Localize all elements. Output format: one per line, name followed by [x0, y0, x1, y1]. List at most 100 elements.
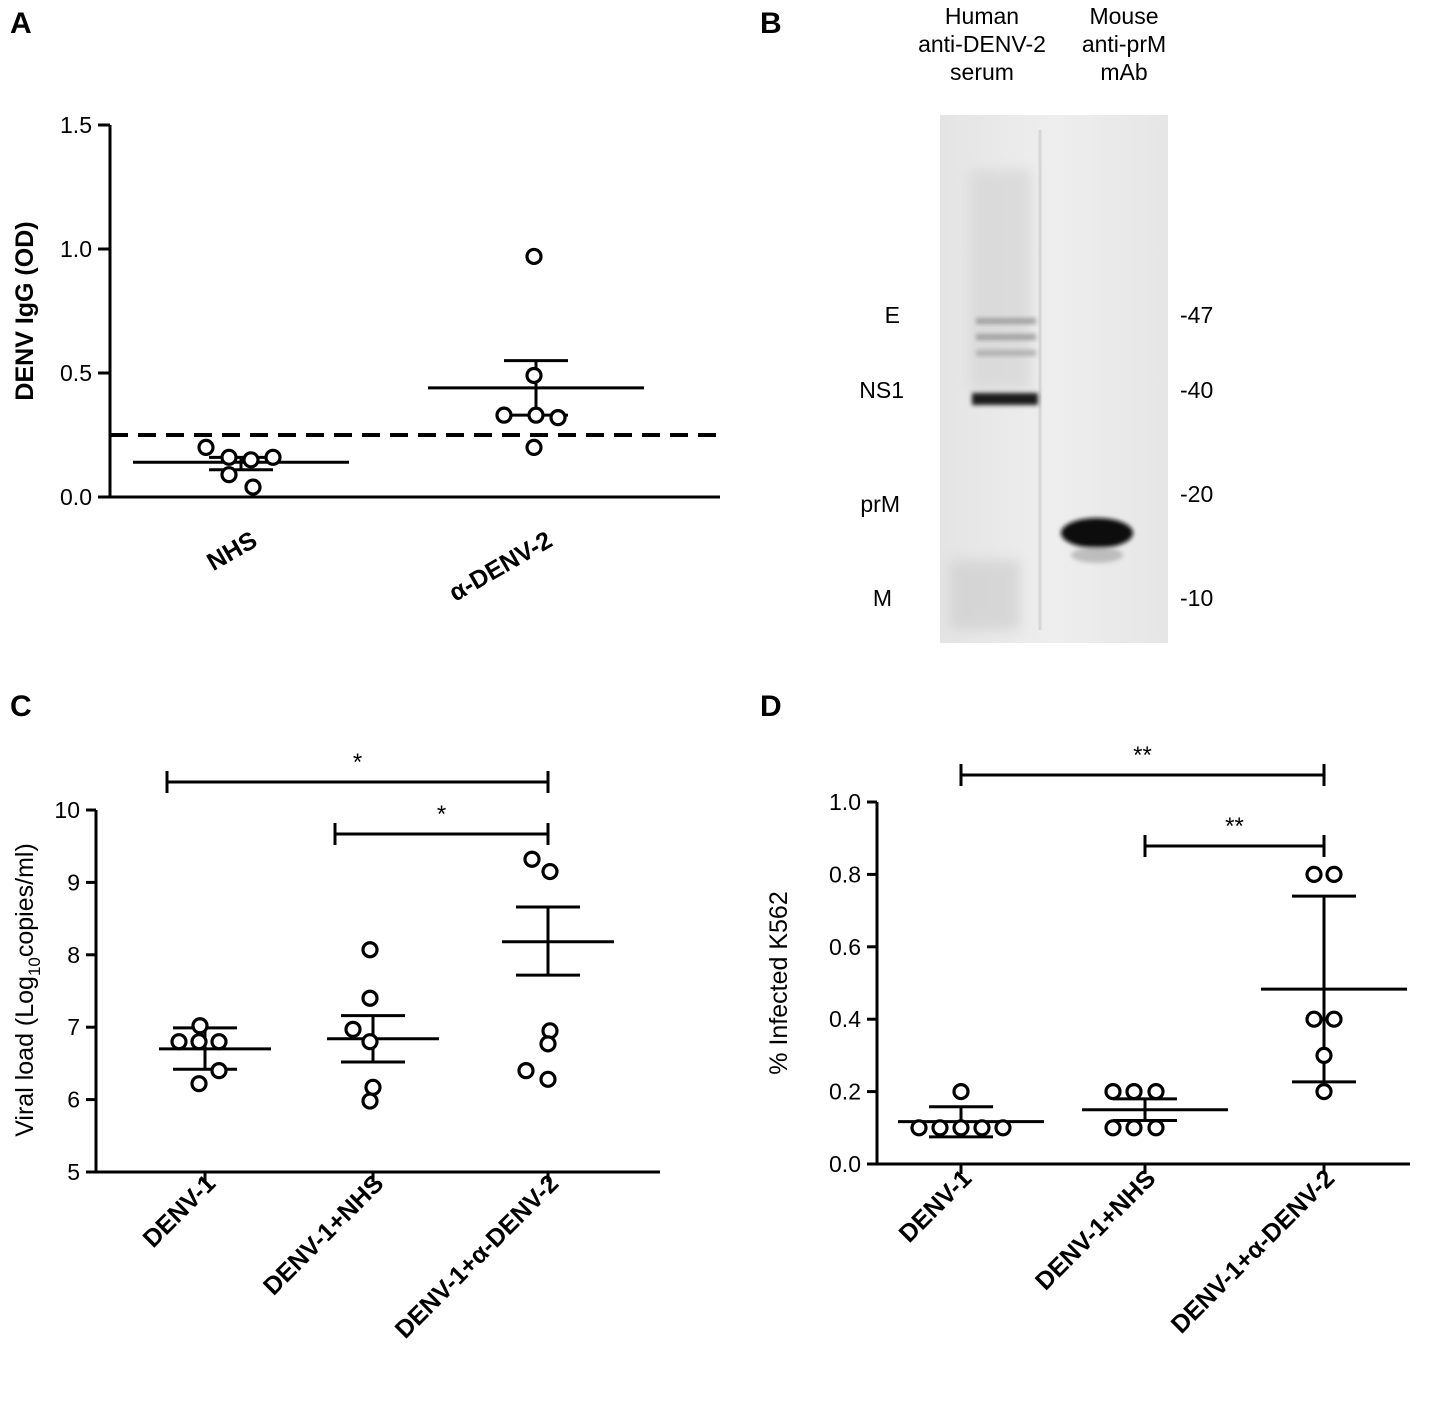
- chart-D-data-point: [1147, 1082, 1165, 1101]
- chart-C-data-point: [539, 1035, 557, 1053]
- chart-C-data-point: [364, 1078, 382, 1096]
- chart-A-data-point: [525, 366, 543, 385]
- chart-C-ytick-label: 5: [67, 1159, 80, 1185]
- band-prm-shadow: [1071, 547, 1123, 563]
- chart-D-data-point: [952, 1119, 970, 1137]
- band-prm: [1061, 518, 1133, 548]
- chart-C-data-point: [361, 941, 379, 959]
- chart-C-sig-label: *: [353, 749, 362, 776]
- chart-C-category-label: DENV-1+NHS: [258, 1169, 389, 1300]
- chart-C-category-label: DENV-1+α-DENV-2: [390, 1169, 565, 1344]
- chart-C-data-point: [523, 850, 541, 868]
- chart-A-category-label: α-DENV-2: [444, 526, 557, 607]
- chart-A-data-point: [525, 247, 543, 266]
- chart-D-category-label: DENV-1+α-DENV-2: [1166, 1164, 1341, 1339]
- chart-C-data-point: [541, 862, 559, 881]
- chart-C-ytick-label: 10: [54, 797, 80, 823]
- protein-label-m: M: [873, 585, 892, 611]
- chart-D-data-point: [952, 1082, 970, 1101]
- chart-A-ytick-label: 1.0: [60, 236, 92, 262]
- chart-C-data-point: [190, 1033, 208, 1051]
- chart-C-data-point: [361, 1033, 379, 1051]
- western-blot: Human anti-DENV-2 serum Mouse anti-prM m…: [859, 3, 1213, 643]
- chart-D-ytick-label: 0.0: [829, 1151, 861, 1177]
- chart-C-data-point: [344, 1020, 362, 1038]
- chart-C-category-label: DENV-1: [138, 1169, 222, 1253]
- chart-C-data-point: [191, 1017, 209, 1035]
- chart-A-data-point: [264, 448, 282, 466]
- chart-C-ylabel-main: Viral load (Log: [11, 976, 39, 1137]
- panel-letter-c: C: [10, 690, 32, 723]
- blot-col1-line3: serum: [950, 59, 1014, 85]
- band-e-lower: [976, 350, 1036, 356]
- chart-D-data-point: [994, 1119, 1012, 1137]
- chart-A-data-point: [220, 448, 238, 466]
- blot-col2-line1: Mouse: [1089, 3, 1158, 29]
- chart-D-data-point: [1104, 1082, 1122, 1101]
- chart-C-ylabel-end: copies/ml): [11, 843, 39, 957]
- marker-20: -20: [1180, 481, 1213, 507]
- chart-D-data-point: [1325, 865, 1343, 884]
- lane1-bottom-smear: [950, 560, 1020, 630]
- chart-D-data-point: [910, 1119, 928, 1137]
- chart-C-ylabel: Viral load (Log10copies/ml): [11, 843, 44, 1137]
- chart-d: 0.0 0.2 0.4 0.6 0.8 1.0 % Infected K562 DENV-1 D…: [765, 742, 1410, 1339]
- chart-C-data-point: [517, 1062, 535, 1080]
- chart-D-data-point: [1125, 1119, 1143, 1137]
- lane1-smear: [970, 170, 1032, 390]
- chart-D-ytick-label: 0.8: [829, 861, 861, 887]
- chart-D-category-label: DENV-1: [894, 1164, 978, 1248]
- marker-47: -47: [1180, 302, 1213, 328]
- chart-D-ytick-label: 0.6: [829, 934, 861, 960]
- chart-A-data-point: [242, 451, 260, 469]
- chart-A-data-point: [527, 406, 545, 424]
- chart-D-ylabel: % Infected K562: [765, 891, 793, 1074]
- chart-C-ytick-label: 6: [67, 1087, 80, 1113]
- chart-A-ytick-label: 0.5: [60, 360, 92, 386]
- chart-D-data-point: [1325, 1010, 1343, 1028]
- chart-C-sig-label: *: [437, 801, 446, 828]
- chart-D-sig-label: **: [1225, 813, 1244, 840]
- chart-C-data-point: [361, 1092, 379, 1110]
- chart-C-data-point: [210, 1033, 228, 1051]
- chart-A-data-point: [197, 438, 215, 456]
- blot-col1-line1: Human: [945, 3, 1019, 29]
- chart-C-ytick-label: 9: [67, 869, 80, 895]
- chart-D-ytick-label: 0.2: [829, 1079, 861, 1105]
- chart-C-data-point: [190, 1075, 208, 1093]
- blot-col2-line3: mAb: [1100, 59, 1147, 85]
- panel-letter-b: B: [760, 7, 782, 40]
- chart-C-data-point: [170, 1033, 188, 1051]
- chart-A-data-point: [495, 406, 513, 424]
- chart-C-ytick-label: 8: [67, 942, 80, 968]
- chart-D-data-point: [1315, 1046, 1333, 1065]
- chart-D-ytick-label: 1.0: [829, 789, 861, 815]
- chart-D-data-point: [931, 1119, 949, 1137]
- band-ns1: [972, 393, 1038, 405]
- chart-A-ytick-label: 0.0: [60, 484, 92, 510]
- chart-D-data-point: [1305, 865, 1323, 884]
- chart-A-category-label: NHS: [202, 526, 262, 577]
- band-e-mid: [976, 334, 1036, 340]
- blot-col2-line2: anti-prM: [1082, 31, 1166, 57]
- chart-D-category-label: DENV-1+NHS: [1030, 1164, 1161, 1295]
- chart-C-data-point: [361, 989, 379, 1007]
- protein-label-e: E: [885, 302, 900, 328]
- chart-D-sig-label: **: [1133, 742, 1152, 769]
- chart-A-data-point: [220, 466, 238, 484]
- protein-label-prm: prM: [860, 491, 900, 517]
- marker-40: -40: [1180, 377, 1213, 403]
- chart-C-data-point: [210, 1062, 228, 1080]
- chart-C-ylabel-sub: 10: [25, 957, 44, 976]
- chart-A-ytick-label: 1.5: [60, 112, 92, 138]
- chart-C-data-point: [539, 1070, 557, 1088]
- chart-A-data-point: [549, 409, 567, 427]
- chart-D-data-point: [1147, 1119, 1165, 1137]
- chart-D-data-point: [973, 1119, 991, 1137]
- panel-letter-a: A: [10, 7, 32, 40]
- chart-D-ytick-label: 0.4: [829, 1006, 861, 1032]
- protein-label-ns1: NS1: [859, 377, 904, 403]
- chart-D-data-point: [1125, 1082, 1143, 1101]
